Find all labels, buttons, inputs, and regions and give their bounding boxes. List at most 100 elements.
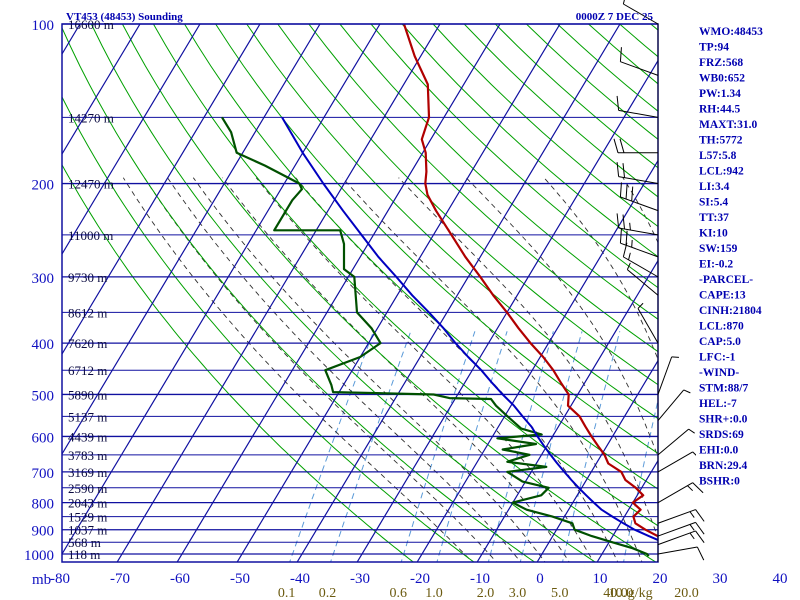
wind-barb (657, 482, 704, 504)
stat-line: BRN:29.4 (699, 460, 747, 472)
height-label: 4439 m (68, 429, 107, 444)
stat-line: CAPE:13 (699, 290, 746, 302)
pressure-tick-label: 700 (32, 466, 55, 482)
pressure-tick-label: 200 (32, 178, 55, 194)
mixing-ratio-line (330, 331, 412, 562)
stat-line: CINH:21804 (699, 305, 762, 317)
stat-line: SHR+:0.0 (699, 414, 748, 426)
temp-tick-label: 30 (713, 571, 728, 587)
temp-tick-label: -30 (350, 571, 370, 587)
dry-adiabat (308, 24, 658, 353)
height-label: 9730 m (68, 270, 107, 285)
pressure-tick-label: 100 (32, 18, 55, 34)
moist-adiabat (465, 177, 658, 459)
stat-line: EHI:0.0 (699, 445, 739, 457)
wind-barb (626, 262, 659, 296)
moist-adiabats (122, 177, 658, 562)
moist-adiabat (543, 177, 658, 361)
stat-line: SW:159 (699, 243, 738, 255)
isotherm (62, 24, 201, 256)
isotherm (62, 24, 261, 356)
mixing-ratio-line (623, 398, 658, 562)
moist-adiabat (255, 177, 594, 562)
height-label: 2043 m (68, 496, 107, 511)
temp-tick-label: -80 (50, 571, 70, 587)
wind-barb (657, 509, 705, 524)
pressure-tick-label: 900 (32, 524, 55, 540)
stats-panel: WMO:48453 TP:94 FRZ:568 WB0:652 PW:1.34 RH:44… (696, 22, 800, 488)
stat-line: KI:10 (699, 228, 728, 240)
stat-line: BSHR:0 (699, 476, 740, 488)
stat-line: RH:44.5 (699, 104, 740, 116)
moist-adiabat (342, 177, 643, 562)
pressure-tick-label: 600 (32, 430, 55, 446)
mixing-ratio-line (289, 331, 375, 562)
stat-line: LCL:942 (699, 166, 744, 178)
mixing-ratio-line (562, 331, 621, 562)
dewpoint-line (221, 116, 650, 557)
stat-line: TP:94 (699, 42, 729, 54)
mixing-ratio-line (400, 331, 476, 562)
temp-tick-label: 10 (593, 571, 608, 587)
height-label: 5137 m (68, 409, 107, 424)
chart-time: 0000Z 7 DEC 25 (576, 11, 654, 23)
stat-line: -WIND- (699, 367, 739, 379)
moist-adiabat (192, 177, 546, 562)
height-label: 5890 m (68, 387, 107, 402)
wind-barb (637, 302, 659, 344)
sounding-profiles (221, 24, 658, 557)
dry-adiabat (121, 24, 657, 562)
mixing-ratio-line (487, 331, 554, 562)
wind-barb (616, 95, 659, 118)
temp-tick-label: 40 (773, 571, 788, 587)
isotherm (296, 24, 621, 562)
dry-adiabat (246, 24, 658, 420)
pressure-tick-label: 500 (32, 388, 55, 404)
temp-tick-label: -20 (410, 571, 430, 587)
wind-barb (657, 546, 705, 561)
stat-line: LFC:-1 (699, 352, 736, 364)
stat-line: TH:5772 (699, 135, 743, 147)
wind-barb (657, 530, 705, 546)
wind-barb (616, 213, 659, 236)
stat-line: L57:5.8 (699, 150, 737, 162)
dry-adiabat (62, 163, 415, 562)
isotherm (0, 24, 20, 565)
mixing-ratio-label: 40.0g/kg (603, 586, 652, 600)
wind-barb (657, 389, 691, 421)
stat-line: TT:37 (699, 212, 729, 224)
dry-adiabat (152, 24, 658, 527)
stat-line: LI:3.4 (699, 181, 730, 193)
isotherm (62, 24, 381, 556)
stat-line: -PARCEL- (699, 274, 753, 286)
height-label: 1529 m (68, 510, 107, 525)
height-label: 8612 m (68, 305, 107, 320)
temp-tick-label: -10 (470, 571, 490, 587)
stat-line: WMO:48453 (699, 26, 763, 38)
dry-adiabat (370, 24, 658, 289)
wind-barb (657, 428, 695, 456)
temp-tick-label: -70 (110, 571, 130, 587)
moist-adiabat (398, 177, 658, 540)
temp-tick-label: -60 (170, 571, 190, 587)
stat-line: PW:1.34 (699, 88, 741, 100)
stat-line: WB0:652 (699, 73, 745, 85)
mixing-ratio-label: 1.0 (425, 586, 443, 600)
moist-adiabat (222, 177, 570, 562)
stat-line: CAP:5.0 (699, 336, 741, 348)
wind-barb (619, 182, 659, 212)
temp-tick-label: 0 (536, 571, 544, 587)
height-label: 1037 m (68, 523, 107, 538)
dry-adiabat (184, 24, 658, 490)
wind-barb (616, 162, 659, 185)
mixing-ratio-label: 10.0 (609, 586, 634, 600)
dry-adiabats (62, 24, 658, 562)
dry-adiabat (277, 24, 658, 386)
height-label: 14270 m (68, 110, 114, 125)
height-label: 11000 m (68, 228, 113, 243)
stat-line: SRDS:69 (699, 429, 744, 441)
temperature-line (402, 24, 658, 538)
pressure-tick-label: 800 (32, 497, 55, 513)
moist-adiabat (122, 177, 473, 562)
